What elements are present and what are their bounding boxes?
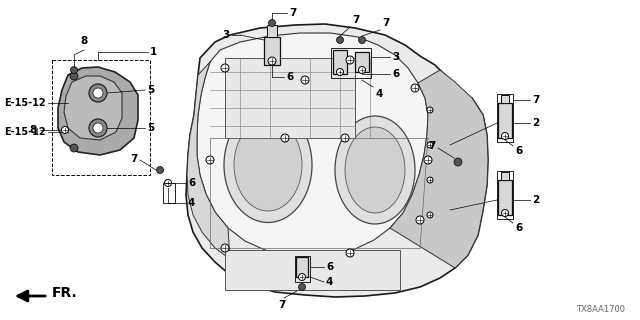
Bar bbox=[163, 183, 175, 203]
Circle shape bbox=[298, 284, 305, 291]
Bar bbox=[497, 171, 513, 219]
Bar bbox=[295, 256, 310, 282]
Circle shape bbox=[70, 144, 78, 152]
Text: 4: 4 bbox=[375, 89, 382, 99]
Circle shape bbox=[206, 156, 214, 164]
Bar bbox=[497, 94, 513, 142]
Circle shape bbox=[298, 274, 305, 281]
Text: FR.: FR. bbox=[52, 286, 77, 300]
Circle shape bbox=[301, 76, 309, 84]
Text: 7: 7 bbox=[532, 95, 540, 105]
Circle shape bbox=[424, 156, 432, 164]
Circle shape bbox=[427, 212, 433, 218]
Bar bbox=[225, 58, 355, 138]
Circle shape bbox=[502, 132, 509, 140]
Circle shape bbox=[281, 134, 289, 142]
Text: 7: 7 bbox=[352, 15, 360, 25]
Circle shape bbox=[221, 64, 229, 72]
Circle shape bbox=[341, 134, 349, 142]
Bar bbox=[355, 52, 369, 72]
Ellipse shape bbox=[224, 108, 312, 222]
Text: 4: 4 bbox=[326, 277, 333, 287]
Circle shape bbox=[411, 84, 419, 92]
Text: 6: 6 bbox=[392, 69, 399, 79]
Circle shape bbox=[70, 72, 78, 80]
Text: 3: 3 bbox=[223, 30, 230, 40]
Text: 5: 5 bbox=[147, 123, 154, 133]
Text: 6: 6 bbox=[515, 223, 522, 233]
Text: 7: 7 bbox=[278, 300, 285, 310]
Text: 1: 1 bbox=[150, 47, 157, 57]
Circle shape bbox=[346, 249, 354, 257]
Circle shape bbox=[427, 177, 433, 183]
Circle shape bbox=[358, 36, 365, 44]
Bar bbox=[267, 25, 277, 37]
Text: 5: 5 bbox=[147, 85, 154, 95]
Bar bbox=[498, 103, 512, 138]
Polygon shape bbox=[197, 33, 428, 256]
Text: TX8AA1700: TX8AA1700 bbox=[576, 305, 625, 314]
Text: 6: 6 bbox=[326, 262, 333, 272]
Circle shape bbox=[337, 68, 344, 76]
Circle shape bbox=[337, 36, 344, 44]
Bar bbox=[331, 48, 371, 78]
Text: 2: 2 bbox=[532, 195, 540, 205]
Bar bbox=[52, 60, 150, 175]
Text: 8: 8 bbox=[29, 125, 37, 135]
Bar bbox=[333, 50, 347, 74]
Text: 7: 7 bbox=[429, 141, 436, 151]
Text: 2: 2 bbox=[532, 118, 540, 128]
Text: 8: 8 bbox=[81, 36, 88, 46]
Circle shape bbox=[454, 158, 462, 166]
Bar bbox=[498, 180, 512, 215]
Circle shape bbox=[268, 57, 276, 65]
Circle shape bbox=[157, 166, 163, 173]
Bar bbox=[501, 95, 509, 103]
Text: 6: 6 bbox=[515, 146, 522, 156]
Polygon shape bbox=[58, 67, 138, 155]
Text: E-15-12: E-15-12 bbox=[4, 98, 46, 108]
Text: 3: 3 bbox=[392, 52, 399, 62]
Text: 7: 7 bbox=[131, 154, 138, 164]
Text: 4: 4 bbox=[188, 198, 195, 208]
Text: 7: 7 bbox=[382, 18, 389, 28]
Circle shape bbox=[269, 20, 275, 27]
Text: 6: 6 bbox=[188, 178, 195, 188]
Polygon shape bbox=[390, 70, 488, 268]
Ellipse shape bbox=[345, 127, 405, 213]
Circle shape bbox=[93, 88, 103, 98]
Text: E-15-12: E-15-12 bbox=[4, 127, 46, 137]
Circle shape bbox=[427, 107, 433, 113]
Ellipse shape bbox=[335, 116, 415, 224]
Circle shape bbox=[221, 244, 229, 252]
Circle shape bbox=[89, 119, 107, 137]
Text: 7: 7 bbox=[289, 8, 296, 18]
Circle shape bbox=[427, 142, 433, 148]
Circle shape bbox=[89, 84, 107, 102]
Circle shape bbox=[358, 67, 365, 74]
Circle shape bbox=[164, 180, 172, 187]
Bar bbox=[501, 172, 509, 180]
Polygon shape bbox=[187, 62, 230, 259]
Circle shape bbox=[93, 123, 103, 133]
Text: 6: 6 bbox=[286, 72, 293, 82]
Circle shape bbox=[346, 56, 354, 64]
Polygon shape bbox=[64, 76, 122, 140]
Bar bbox=[296, 257, 308, 277]
Circle shape bbox=[70, 67, 77, 74]
Circle shape bbox=[502, 210, 509, 217]
Polygon shape bbox=[186, 24, 488, 297]
Ellipse shape bbox=[234, 119, 302, 211]
Bar bbox=[264, 37, 280, 65]
Bar bbox=[225, 250, 400, 290]
Circle shape bbox=[61, 126, 68, 133]
Circle shape bbox=[416, 216, 424, 224]
